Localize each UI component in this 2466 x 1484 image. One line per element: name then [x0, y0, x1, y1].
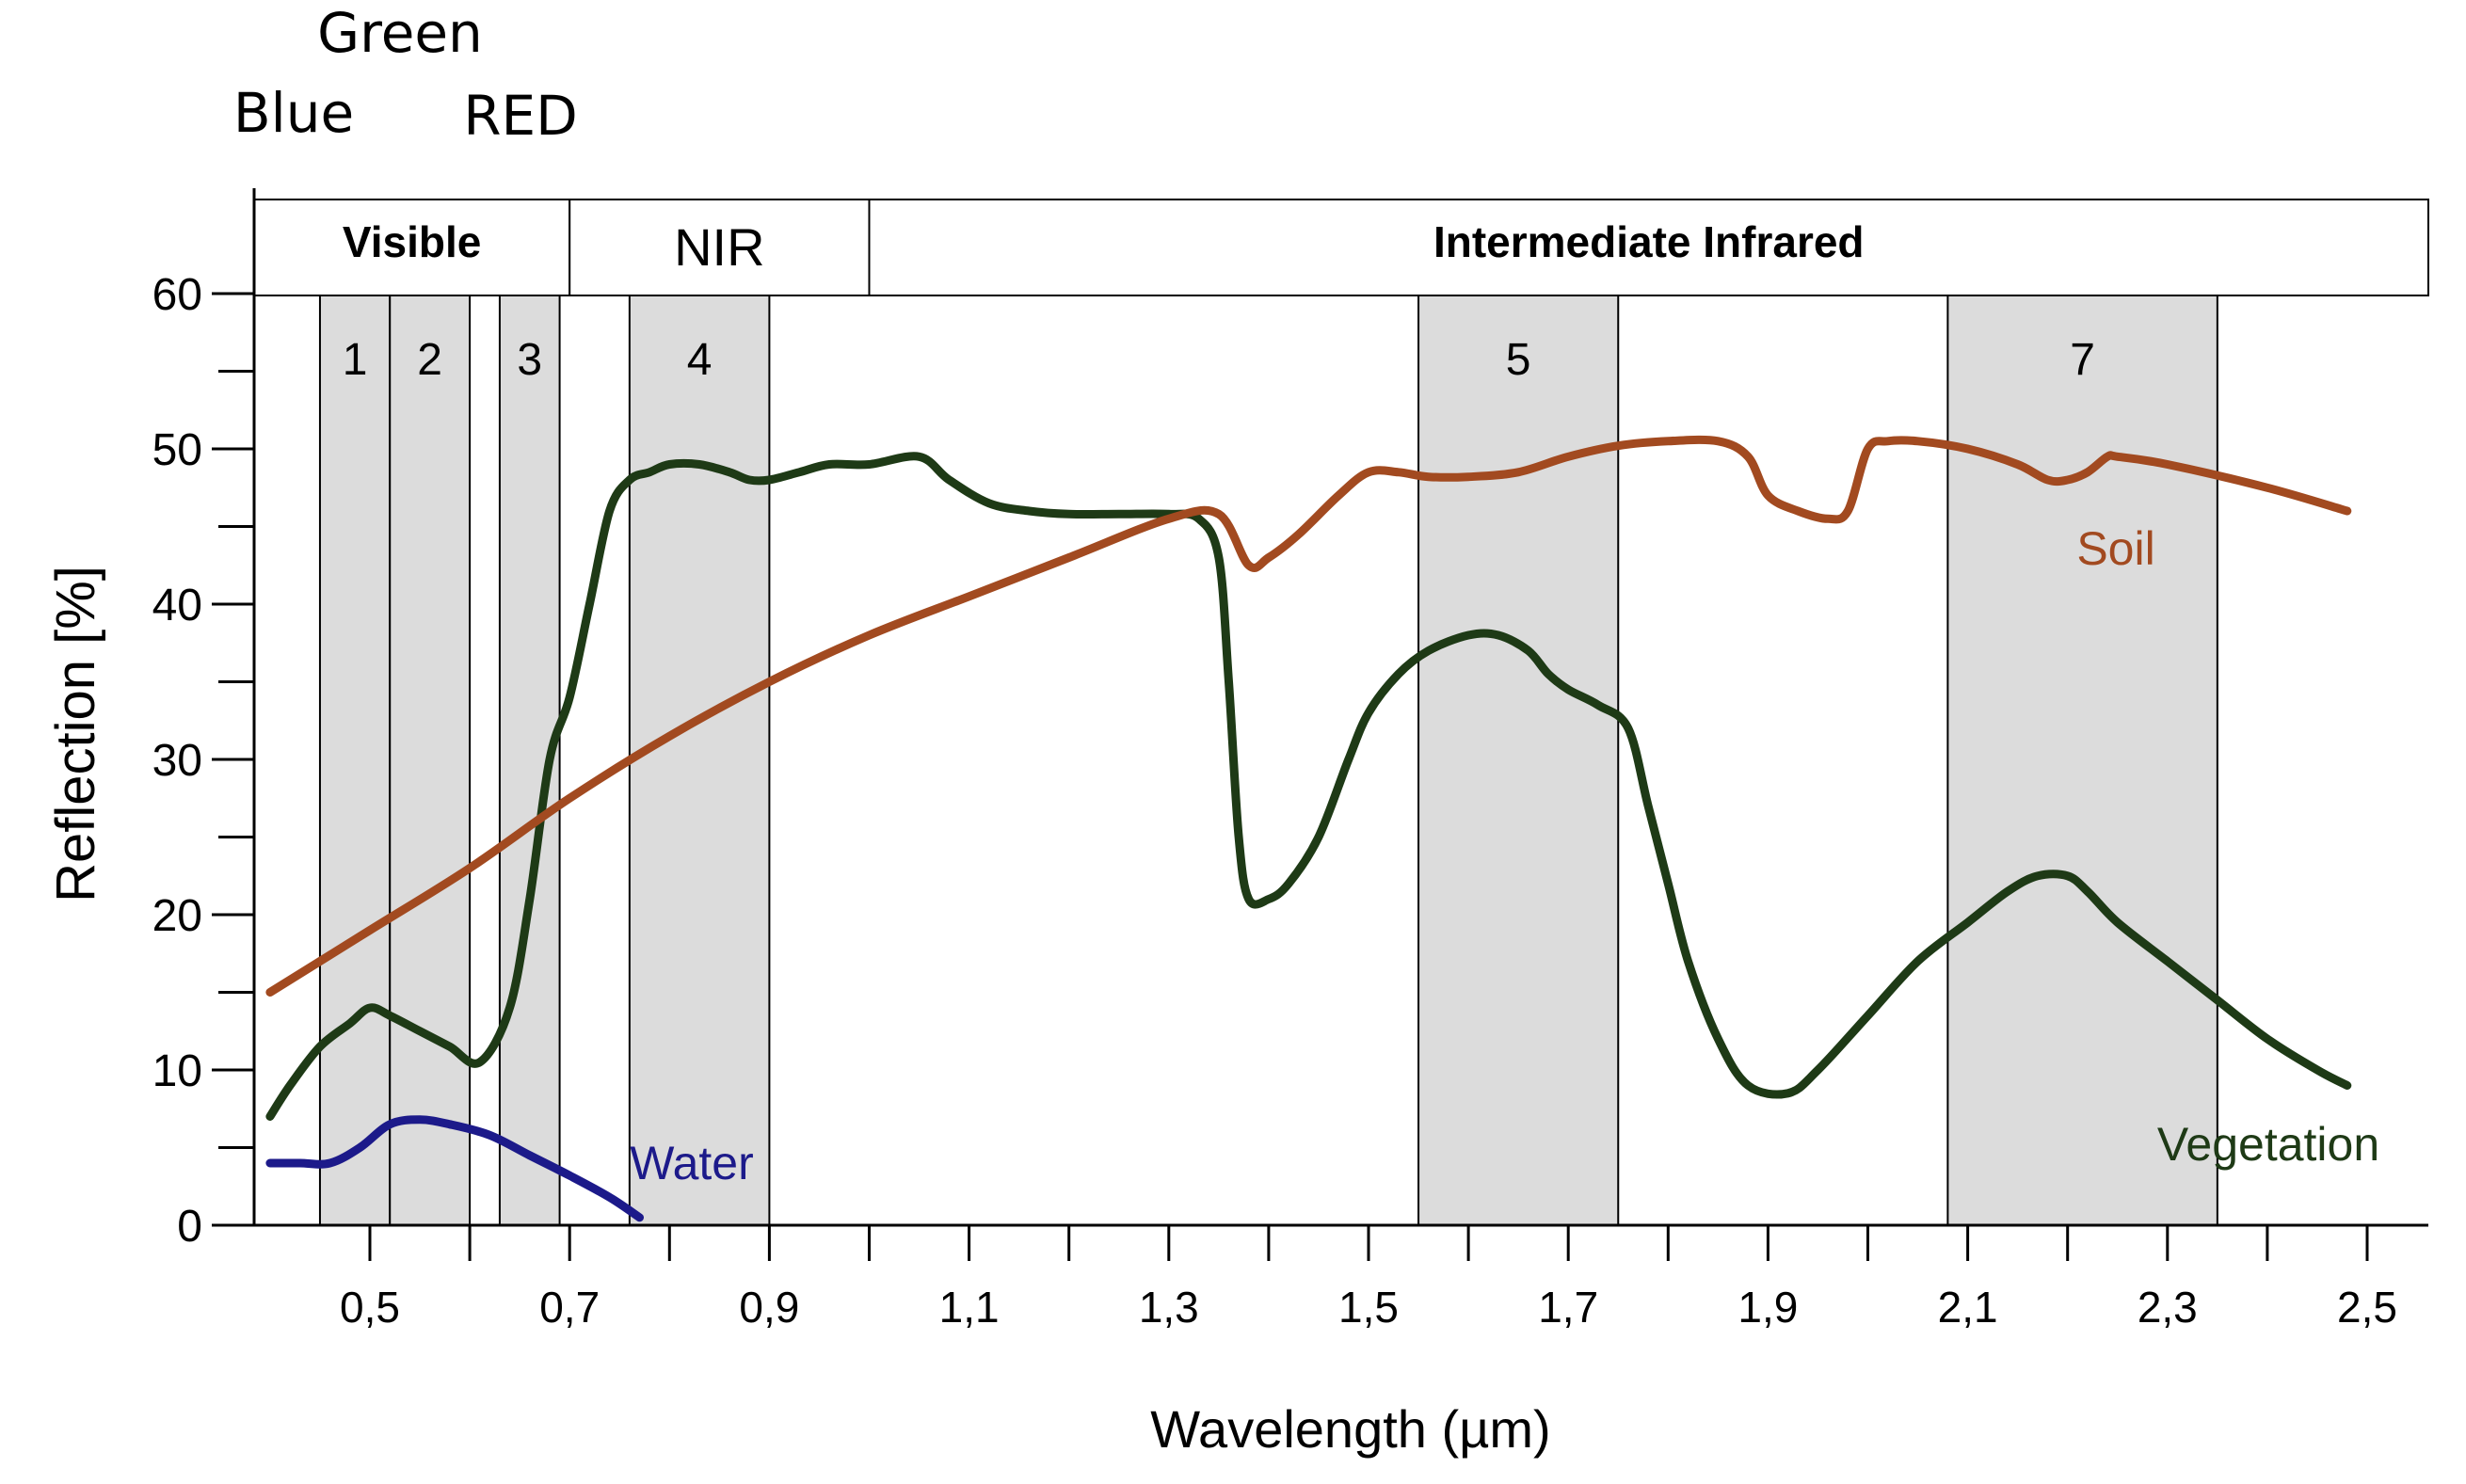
- y-tick-label: 50: [152, 425, 202, 475]
- x-tick-label: 1,1: [939, 1283, 1000, 1332]
- region-label-visible: Visible: [343, 217, 481, 266]
- series-label-water: Water: [630, 1137, 754, 1189]
- x-tick-label: 1,5: [1338, 1283, 1399, 1332]
- region-label-nir: NIR: [674, 217, 764, 277]
- band-label-5: 5: [1506, 335, 1531, 385]
- band-7: [1946, 295, 2218, 1226]
- x-tick-label: 1,9: [1737, 1283, 1798, 1332]
- x-tick-label: 0,9: [739, 1283, 799, 1332]
- y-axis-label: Reflection [%]: [45, 566, 106, 902]
- region-box-intermediate-infrared: [868, 199, 2429, 296]
- top-label-green: Green: [317, 1, 483, 65]
- band-4: [628, 295, 771, 1226]
- x-tick-label: 1,3: [1139, 1283, 1199, 1332]
- axes: 0 10 20 30 40 50 60 0,5 0,7 0,9 1,1 1,3 1,5 1,7 1,9 2,1…: [152, 188, 2428, 1332]
- x-axis-label: Wavelength (µm): [1150, 1399, 1550, 1459]
- y-tick-label: 20: [152, 891, 202, 941]
- y-tick-label: 40: [152, 581, 202, 630]
- region-box-visible: [253, 199, 571, 296]
- region-box-nir: [568, 199, 871, 296]
- band-label-3: 3: [517, 335, 542, 385]
- y-tick-label: 30: [152, 736, 202, 786]
- band-label-1: 1: [343, 335, 368, 385]
- band-label-7: 7: [2070, 335, 2095, 385]
- top-label-red: RED: [463, 84, 578, 148]
- band-5: [1417, 295, 1620, 1226]
- spectral-regions-header: Visible NIR Intermediate Infrared: [253, 199, 2429, 296]
- series-label-vegetation: Vegetation: [2157, 1118, 2379, 1171]
- y-tick-label: 0: [177, 1202, 202, 1252]
- x-tick-label: 0,5: [340, 1283, 400, 1332]
- top-label-blue: Blue: [233, 81, 354, 145]
- series-label-soil: Soil: [2076, 522, 2154, 575]
- band-1: [318, 295, 392, 1226]
- y-tick-label: 10: [152, 1046, 202, 1096]
- series-line-water: [265, 1115, 644, 1222]
- series-line-soil: [265, 435, 2352, 997]
- region-label-intermediate-infrared: Intermediate Infrared: [1433, 217, 1865, 266]
- x-tick-label: 2,1: [1938, 1283, 1998, 1332]
- series-layer: Vegetation Soil Water: [265, 435, 2379, 1222]
- band-2: [389, 295, 472, 1226]
- band-label-4: 4: [687, 335, 713, 385]
- x-tick-label: 0,7: [539, 1283, 600, 1332]
- series-line-vegetation: [265, 452, 2352, 1121]
- x-tick-label: 1,7: [1538, 1283, 1598, 1332]
- x-tick-label: 2,5: [2337, 1283, 2397, 1332]
- y-tick-label: 60: [152, 270, 202, 320]
- band-label-2: 2: [417, 335, 442, 385]
- x-tick-label: 2,3: [2138, 1283, 2198, 1332]
